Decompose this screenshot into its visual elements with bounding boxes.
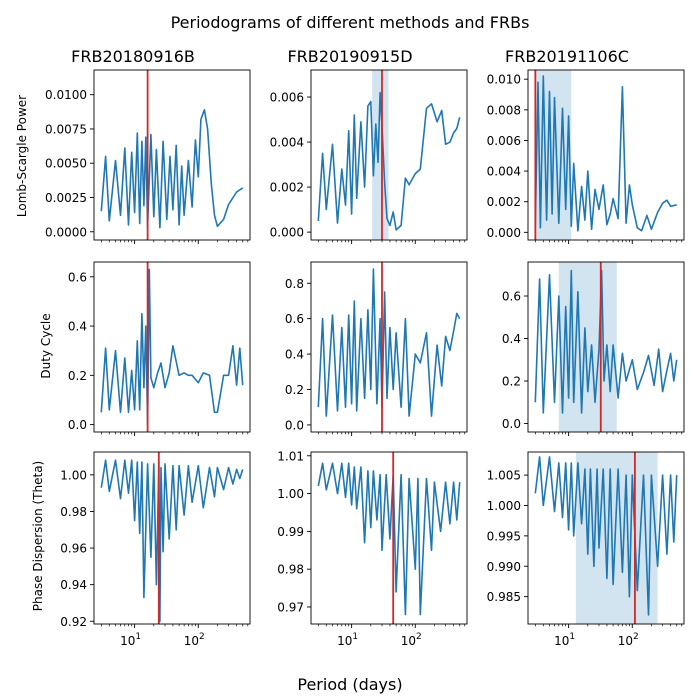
- y-tick-label: 0.0050: [45, 157, 87, 171]
- axes-frame: [527, 451, 685, 625]
- y-tick-label: 0.0: [68, 418, 87, 432]
- column-title-frb20180916b: FRB20180916B: [71, 47, 195, 66]
- series-line: [100, 268, 244, 426]
- y-tick-label: 1.000: [487, 499, 521, 513]
- y-tick-label: 1.00: [277, 487, 304, 501]
- series-line: [100, 109, 244, 229]
- y-tick-label: 0.2: [68, 369, 87, 383]
- y-tick-label: 0.4: [285, 348, 304, 362]
- period-band: [372, 70, 389, 240]
- axes-frame: [93, 451, 251, 625]
- axes-frame: [93, 69, 251, 241]
- axes-frame: [310, 69, 468, 241]
- panel-lomb-scargle-frb20191106c: 0.000 0.002 0.004 0.006 0.008 0.010: [487, 69, 685, 244]
- axes-frame: [93, 261, 251, 433]
- series-line: [317, 462, 461, 616]
- y-tick-label: 0.6: [68, 270, 87, 284]
- y-tick-label: 0.97: [277, 600, 304, 614]
- panel-phase-frb20190915d: 0.97 0.98 0.99 1.00 1.01 101 102: [277, 449, 468, 648]
- panel-duty-frb20191106c: 0.0 0.2 0.4 0.6: [502, 261, 685, 436]
- y-tick-label: 0.010: [487, 73, 521, 87]
- y-tick-label: 0.2: [285, 383, 304, 397]
- y-tick-label: 1.00: [60, 468, 87, 482]
- y-tick-label: 0.0: [502, 417, 521, 431]
- panel-lomb-scargle-frb20180916b: 0.0000 0.0025 0.0050 0.0075 0.0100: [45, 69, 251, 244]
- y-tick-label: 0.4: [68, 320, 87, 334]
- panel-phase-frb20180916b: 0.92 0.94 0.96 0.98 1.00 101 102: [60, 451, 251, 648]
- x-tick-label: 101: [337, 632, 358, 648]
- y-tick-label: 0.0000: [45, 225, 87, 239]
- series-line: [534, 456, 678, 616]
- y-tick-label: 0.96: [60, 542, 87, 556]
- row-label-lomb-scargle: Lomb-Scargle Power: [15, 95, 29, 217]
- axes-frame: [310, 451, 468, 625]
- y-tick-label: 0.004: [270, 136, 304, 150]
- series-line: [317, 268, 461, 417]
- x-tick-label: 102: [401, 632, 422, 648]
- x-tick-label: 102: [184, 632, 205, 648]
- y-tick-label: 0.2: [502, 375, 521, 389]
- panel-duty-frb20180916b: 0.0 0.2 0.4 0.6: [68, 261, 251, 436]
- x-tick-label: 101: [554, 632, 575, 648]
- series-line: [534, 75, 677, 232]
- figure-suptitle: Periodograms of different methods and FR…: [171, 13, 530, 32]
- y-tick-label: 0.98: [277, 563, 304, 577]
- figure-xlabel: Period (days): [297, 675, 402, 694]
- y-tick-label: 0.995: [487, 529, 521, 543]
- y-tick-label: 0.4: [502, 332, 521, 346]
- y-tick-label: 0.0075: [45, 122, 87, 136]
- y-tick-label: 0.6: [285, 312, 304, 326]
- y-tick-label: 1.01: [277, 449, 304, 463]
- axes-frame: [527, 261, 685, 433]
- row-label-duty-cycle: Duty Cycle: [39, 313, 53, 378]
- y-tick-label: 0.99: [277, 525, 304, 539]
- y-tick-label: 0.92: [60, 615, 87, 629]
- y-tick-label: 1.005: [487, 469, 521, 483]
- panel-lomb-scargle-frb20190915d: 0.000 0.002 0.004 0.006: [270, 69, 468, 244]
- column-title-frb20190915d: FRB20190915D: [287, 47, 412, 66]
- y-tick-label: 0.0: [285, 418, 304, 432]
- y-tick-label: 0.990: [487, 560, 521, 574]
- y-tick-label: 0.8: [285, 277, 304, 291]
- series-line: [100, 459, 244, 623]
- y-tick-label: 0.6: [502, 290, 521, 304]
- y-tick-label: 0.002: [270, 181, 304, 195]
- y-tick-label: 0.004: [487, 165, 521, 179]
- panel-phase-frb20191106c: 0.985 0.990 0.995 1.000 1.005 101 102: [487, 451, 685, 648]
- y-tick-label: 0.000: [487, 226, 521, 240]
- y-tick-label: 0.000: [270, 226, 304, 240]
- y-tick-label: 0.008: [487, 103, 521, 117]
- y-tick-label: 0.006: [487, 134, 521, 148]
- y-tick-label: 0.94: [60, 578, 87, 592]
- y-tick-label: 0.98: [60, 505, 87, 519]
- x-tick-label: 102: [618, 632, 639, 648]
- y-tick-label: 0.0100: [45, 88, 87, 102]
- series-line: [317, 91, 461, 231]
- axes-frame: [310, 261, 468, 433]
- panel-duty-frb20190915d: 0.0 0.2 0.4 0.6 0.8: [285, 261, 468, 436]
- x-tick-label: 101: [120, 632, 141, 648]
- row-label-phase-dispersion: Phase Dispersion (Theta): [31, 461, 45, 612]
- y-tick-label: 0.002: [487, 195, 521, 209]
- column-title-frb20191106c: FRB20191106C: [505, 47, 629, 66]
- y-tick-label: 0.0025: [45, 191, 87, 205]
- axes-frame: [527, 69, 685, 241]
- y-tick-label: 0.985: [487, 590, 521, 604]
- y-tick-label: 0.006: [270, 91, 304, 105]
